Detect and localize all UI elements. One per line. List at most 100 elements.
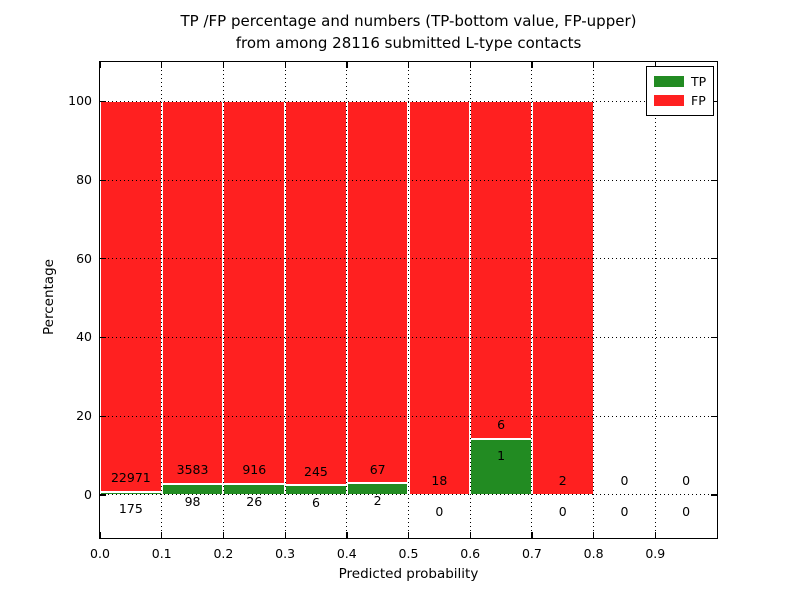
tp-count-label: 0 <box>620 504 629 520</box>
y-tick-mark-right <box>711 336 717 339</box>
x-tick-mark-bottom <box>346 532 348 538</box>
fp-count-label: 0 <box>620 472 629 488</box>
tp-count-label: 0 <box>558 504 567 520</box>
y-tick-mark-right <box>711 415 717 417</box>
tp-count-label: 0 <box>435 504 444 520</box>
x-tick-mark-top <box>222 62 225 68</box>
legend-item-fp: FP <box>654 91 713 110</box>
fp-bar <box>223 101 286 484</box>
fp-bar <box>161 101 224 485</box>
x-tick-label: 0.6 <box>460 546 481 561</box>
gridline-vertical <box>408 62 409 538</box>
fp-count-label: 0 <box>682 472 691 488</box>
fp-count-label: 245 <box>304 463 328 479</box>
x-tick-label: 0.9 <box>645 546 666 561</box>
legend-label-tp: TP <box>691 74 707 89</box>
x-tick-mark-top <box>716 62 718 68</box>
tp-count-label: 0 <box>682 504 691 520</box>
y-axis-label: Percentage <box>41 259 57 335</box>
x-tick-mark-top <box>408 62 410 68</box>
x-tick-mark-top <box>284 62 286 68</box>
gridline-vertical <box>161 62 163 538</box>
fp-bar <box>285 101 347 486</box>
tp-count-label: 98 <box>184 493 201 509</box>
x-tick-mark-bottom <box>222 532 225 538</box>
y-tick-mark-right <box>711 179 717 181</box>
fp-count-label: 18 <box>431 472 448 488</box>
x-tick-label: 0.5 <box>398 546 419 561</box>
x-tick-label: 0.7 <box>521 546 542 561</box>
y-tick-label: 100 <box>68 93 92 109</box>
x-tick-mark-top <box>593 62 595 68</box>
gridline-vertical <box>346 62 348 538</box>
fp-color-swatch <box>654 95 684 106</box>
gridline-vertical <box>469 62 471 538</box>
x-tick-label: 0.1 <box>151 546 172 561</box>
gridline-vertical <box>284 62 286 538</box>
fp-bar <box>470 101 532 439</box>
y-tick-mark-right <box>711 258 717 260</box>
fp-count-label: 3583 <box>176 462 209 478</box>
y-tick-mark-left <box>100 100 106 103</box>
y-tick-mark-left <box>100 336 106 339</box>
fp-count-label: 67 <box>369 461 386 477</box>
x-tick-label: 0.2 <box>213 546 234 561</box>
x-tick-mark-bottom <box>99 532 101 538</box>
x-tick-label: 0.8 <box>583 546 604 561</box>
y-tick-label: 0 <box>84 486 92 502</box>
legend: TP FP <box>646 66 714 116</box>
legend-item-tp: TP <box>654 72 713 91</box>
gridline-vertical <box>531 62 533 538</box>
x-tick-mark-bottom <box>716 532 718 538</box>
y-tick-label: 60 <box>76 250 92 266</box>
fp-bar <box>346 101 409 484</box>
tp-color-swatch <box>654 76 684 87</box>
y-tick-label: 80 <box>76 172 92 188</box>
fp-count-label: 6 <box>497 416 506 432</box>
x-tick-mark-bottom <box>531 532 533 538</box>
gridline-vertical <box>654 62 656 538</box>
y-tick-label: 40 <box>76 329 92 345</box>
chart-title-line2: from among 28116 submitted L-type contac… <box>235 34 582 52</box>
y-tick-mark-left <box>100 415 106 417</box>
chart-title: TP /FP percentage and numbers (TP-bottom… <box>100 10 717 54</box>
x-axis-label: Predicted probability <box>338 566 479 582</box>
tp-count-label: 175 <box>118 501 143 517</box>
gridline-vertical <box>222 62 224 538</box>
tp-count-label: 26 <box>246 493 263 509</box>
tp-bar <box>470 438 532 495</box>
x-tick-mark-bottom <box>408 532 410 538</box>
y-tick-mark-right <box>711 100 717 103</box>
fp-count-label: 916 <box>242 462 267 478</box>
y-tick-mark-left <box>100 494 106 496</box>
tp-count-label: 1 <box>497 448 506 464</box>
x-tick-mark-bottom <box>469 532 471 538</box>
x-tick-mark-top <box>161 62 163 68</box>
x-tick-mark-top <box>99 62 101 68</box>
tp-count-label: 6 <box>311 495 320 511</box>
tp-count-label: 2 <box>373 493 382 509</box>
y-tick-mark-left <box>100 258 106 260</box>
x-tick-label: 0.3 <box>275 546 296 561</box>
x-tick-mark-bottom <box>593 532 595 538</box>
x-tick-mark-top <box>346 62 348 68</box>
x-tick-mark-top <box>531 62 533 68</box>
fp-bar <box>408 101 471 495</box>
plot-area: 22971 175 3583 98 916 26 245 6 67 2 18 0 6 1 2 0 0 0 0 0 0.0… <box>68 62 718 561</box>
x-tick-mark-bottom <box>654 532 657 538</box>
y-tick-mark-right <box>711 494 717 496</box>
x-tick-label: 0.0 <box>90 546 110 561</box>
x-tick-mark-top <box>469 62 471 68</box>
fp-bar <box>531 101 594 495</box>
fp-count-label: 2 <box>558 472 567 488</box>
fp-bar <box>100 101 162 492</box>
x-tick-label: 0.4 <box>336 546 357 561</box>
gridline-vertical <box>593 62 595 538</box>
x-tick-mark-bottom <box>284 532 286 538</box>
y-tick-label: 20 <box>76 408 92 424</box>
x-tick-mark-bottom <box>161 532 163 538</box>
y-tick-mark-left <box>100 179 106 181</box>
legend-label-fp: FP <box>691 93 706 108</box>
fp-count-label: 22971 <box>110 469 151 485</box>
